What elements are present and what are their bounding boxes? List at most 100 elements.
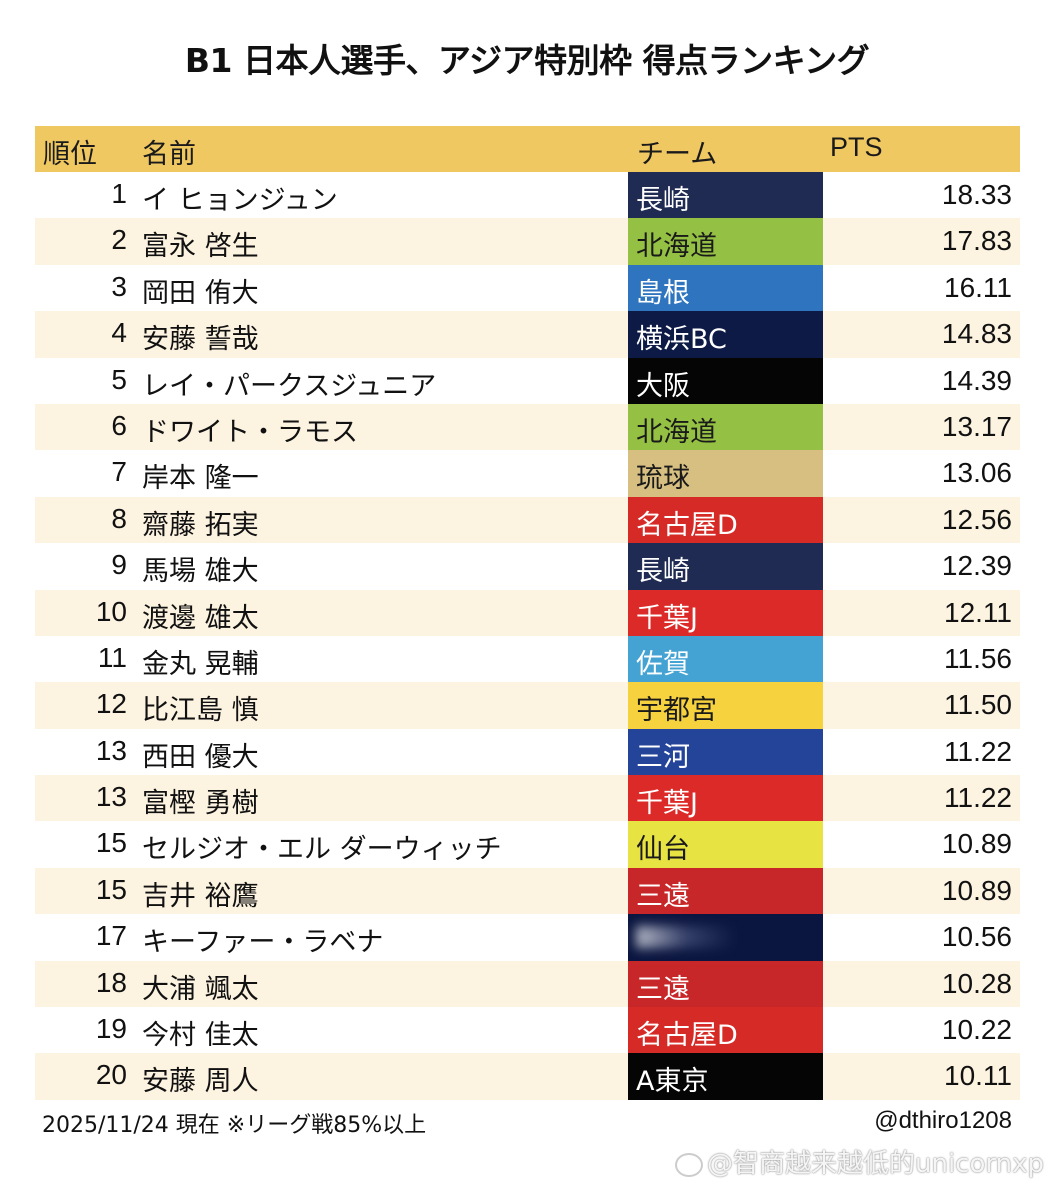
table-row: 1 イ ヒョンジュン 長崎 18.33 <box>35 172 1020 219</box>
watermark-text: @智商越来越低的unicornxp <box>707 1149 1044 1179</box>
table-row: 13 西田 優大 三河 11.22 <box>35 728 1020 776</box>
pts-cell: 10.89 <box>941 828 1012 860</box>
team-cell: 島根 <box>628 264 823 312</box>
footer-note: 2025/11/24 現在 ※リーグ戦85%以上 <box>42 1113 427 1138</box>
player-name-cell: 金丸 晃輔 <box>142 648 259 680</box>
pts-cell: 10.56 <box>941 921 1012 953</box>
team-cell: 琉球 <box>628 450 823 497</box>
table-row: 15 セルジオ・エル ダーウィッチ 仙台 10.89 <box>35 821 1020 868</box>
pts-cell: 14.39 <box>941 364 1012 396</box>
table-row: 17 キーファー・ラベナ 10.56 <box>35 914 1020 961</box>
rank-cell: 11 <box>97 641 127 673</box>
pts-cell: 18.33 <box>941 179 1012 210</box>
table-row: 3 岡田 侑大 島根 16.11 <box>35 264 1020 312</box>
team-cell: 大阪 <box>628 357 823 404</box>
watermark: @智商越来越低的unicornxp <box>675 1143 1044 1180</box>
rank-cell: 7 <box>111 456 127 488</box>
team-label: 千葉J <box>636 602 698 634</box>
team-label: 名古屋D <box>636 1020 738 1052</box>
player-name-cell: レイ・パークスジュニア <box>142 370 437 402</box>
team-cell: 三遠 <box>628 867 823 915</box>
player-name-cell: 馬場 雄大 <box>142 556 259 588</box>
team-label: 横浜BC <box>636 324 727 356</box>
team-cell: A東京 <box>628 1053 823 1100</box>
team-label: 三遠 <box>636 880 690 912</box>
team-cell: 横浜BC <box>628 311 823 358</box>
pts-cell: 11.22 <box>944 735 1012 767</box>
team-label: 宇都宮 <box>636 695 717 727</box>
team-label: 長崎 <box>636 556 690 588</box>
table-header: 順位 名前 チーム PTS <box>35 126 1020 172</box>
team-cell: 三遠 <box>628 960 823 1008</box>
header-pts: PTS <box>830 132 883 162</box>
rank-cell: 1 <box>111 178 127 209</box>
table-row: 13 富樫 勇樹 千葉J 11.22 <box>35 775 1020 822</box>
table-row: 4 安藤 誓哉 横浜BC 14.83 <box>35 311 1020 358</box>
pts-cell: 11.56 <box>944 642 1012 674</box>
player-name-cell: 吉井 裕鷹 <box>142 880 259 912</box>
table-row: 18 大浦 颯太 三遠 10.28 <box>35 960 1020 1008</box>
team-label: 佐賀 <box>636 648 690 680</box>
rank-cell: 5 <box>111 363 127 395</box>
table-row: 12 比江島 慎 宇都宮 11.50 <box>35 682 1020 729</box>
pts-cell: 10.11 <box>944 1060 1012 1092</box>
pts-cell: 10.89 <box>941 874 1012 906</box>
player-name-cell: イ ヒョンジュン <box>142 185 338 216</box>
rank-cell: 15 <box>95 827 127 859</box>
pts-cell: 11.50 <box>944 689 1012 721</box>
team-label <box>636 924 736 955</box>
rank-cell: 3 <box>111 270 127 302</box>
rank-cell: 9 <box>111 549 127 581</box>
team-cell: 北海道 <box>628 218 823 265</box>
team-cell: 千葉J <box>628 589 823 636</box>
pts-cell: 17.83 <box>941 225 1012 257</box>
team-cell: 佐賀 <box>628 635 823 683</box>
table-row: 11 金丸 晃輔 佐賀 11.56 <box>35 635 1020 683</box>
player-name-cell: セルジオ・エル ダーウィッチ <box>142 834 502 866</box>
team-label: 北海道 <box>636 231 717 263</box>
table-row: 9 馬場 雄大 長崎 12.39 <box>35 543 1020 590</box>
team-label: 仙台 <box>636 834 690 866</box>
team-label: 琉球 <box>636 463 690 495</box>
player-name-cell: 大浦 颯太 <box>142 973 259 1005</box>
table-row: 19 今村 佳太 名古屋D 10.22 <box>35 1007 1020 1054</box>
rank-cell: 15 <box>95 873 127 905</box>
pts-cell: 12.56 <box>941 503 1012 535</box>
team-cell: 北海道 <box>628 403 823 451</box>
team-cell: 名古屋D <box>628 496 823 544</box>
player-name-cell: 渡邊 雄太 <box>142 602 259 634</box>
team-label: 北海道 <box>636 416 717 448</box>
team-label: 大阪 <box>636 370 690 402</box>
player-name-cell: 富永 啓生 <box>142 231 259 263</box>
table-row: 7 岸本 隆一 琉球 13.06 <box>35 450 1020 497</box>
rank-cell: 18 <box>95 966 127 998</box>
pts-cell: 13.17 <box>941 410 1012 442</box>
header-rank: 順位 <box>43 139 97 170</box>
pts-cell: 12.39 <box>941 550 1012 582</box>
rank-cell: 17 <box>95 920 127 952</box>
team-label: A東京 <box>636 1066 709 1098</box>
table-row: 10 渡邊 雄太 千葉J 12.11 <box>35 589 1020 636</box>
pts-cell: 14.83 <box>941 318 1012 350</box>
rank-cell: 2 <box>111 224 127 256</box>
pts-cell: 11.22 <box>944 782 1012 814</box>
rank-cell: 10 <box>95 595 127 627</box>
player-name-cell: キーファー・ラベナ <box>142 927 384 959</box>
team-label: 千葉J <box>636 788 698 820</box>
rank-cell: 8 <box>111 502 127 534</box>
pts-cell: 13.06 <box>941 457 1012 489</box>
player-name-cell: 今村 佳太 <box>142 1020 259 1052</box>
team-cell <box>628 914 823 961</box>
header-name: 名前 <box>142 139 196 170</box>
player-name-cell: 西田 優大 <box>142 741 259 773</box>
page-title: B1 日本人選手、アジア特別枠 得点ランキング <box>184 41 870 80</box>
rank-cell: 13 <box>95 781 127 813</box>
rank-cell: 20 <box>95 1059 127 1091</box>
player-name-cell: 安藤 周人 <box>142 1066 259 1098</box>
table-row: 5 レイ・パークスジュニア 大阪 14.39 <box>35 357 1020 404</box>
player-name-cell: 齋藤 拓実 <box>142 509 259 541</box>
rank-cell: 4 <box>111 317 127 349</box>
table-row: 6 ドワイト・ラモス 北海道 13.17 <box>35 403 1020 451</box>
table-row: 15 吉井 裕鷹 三遠 10.89 <box>35 867 1020 915</box>
